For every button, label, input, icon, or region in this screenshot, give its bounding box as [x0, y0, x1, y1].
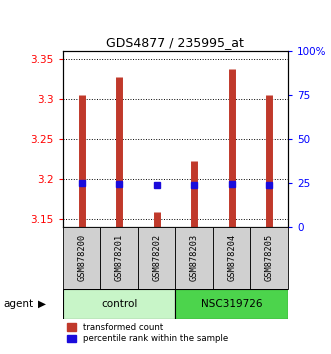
Bar: [63, 289, 175, 319]
Text: GSM878203: GSM878203: [190, 234, 199, 281]
Text: NSC319726: NSC319726: [201, 298, 262, 309]
Text: control: control: [101, 298, 137, 309]
Bar: [175, 227, 213, 289]
Text: agent: agent: [3, 298, 33, 309]
Text: GSM878202: GSM878202: [152, 234, 161, 281]
Text: GSM878204: GSM878204: [227, 234, 236, 281]
Bar: [213, 227, 251, 289]
Title: GDS4877 / 235995_at: GDS4877 / 235995_at: [107, 36, 244, 49]
Bar: [100, 227, 138, 289]
Text: GSM878200: GSM878200: [77, 234, 86, 281]
Text: GSM878205: GSM878205: [265, 234, 274, 281]
Bar: [175, 289, 288, 319]
Text: ▶: ▶: [38, 298, 46, 309]
Bar: [138, 227, 175, 289]
Text: GSM878201: GSM878201: [115, 234, 124, 281]
Legend: transformed count, percentile rank within the sample: transformed count, percentile rank withi…: [67, 323, 228, 343]
Bar: [63, 227, 100, 289]
Bar: [251, 227, 288, 289]
